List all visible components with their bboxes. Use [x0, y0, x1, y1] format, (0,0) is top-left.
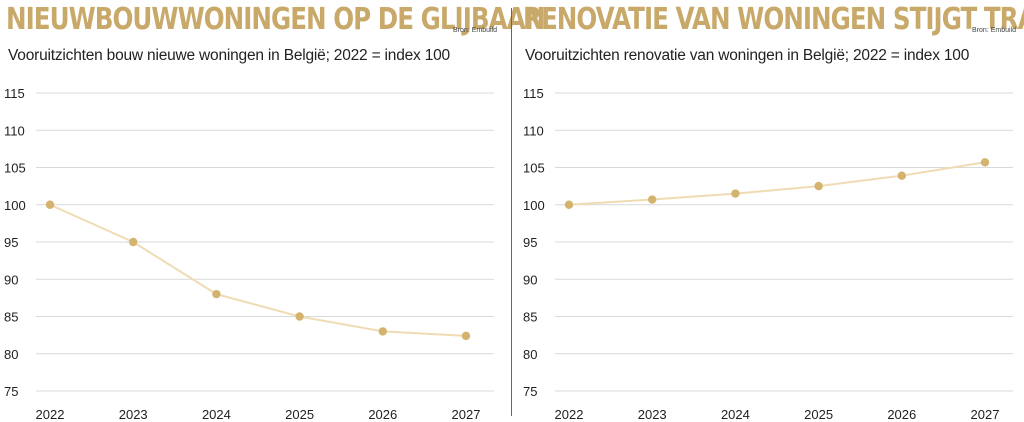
x-tick-label: 2022 [555, 407, 584, 422]
data-point [731, 189, 740, 198]
x-tick-label: 2023 [119, 407, 148, 422]
chart-panel-left: NIEUWBOUWWONINGEN OP DE GLIJBAAN Bron: E… [0, 0, 545, 422]
data-point [295, 312, 304, 321]
y-tick-label: 85 [4, 310, 18, 325]
x-tick-label: 2026 [887, 407, 916, 422]
y-tick-label: 75 [523, 384, 537, 399]
y-tick-label: 115 [523, 86, 544, 101]
data-point [564, 200, 574, 209]
y-tick-label: 110 [4, 123, 25, 138]
x-tick-label: 2025 [285, 407, 314, 422]
y-tick-label: 80 [523, 347, 537, 362]
y-tick-label: 90 [4, 272, 18, 287]
x-tick-label: 2026 [368, 407, 397, 422]
chart-title: NIEUWBOUWWONINGEN OP DE GLIJBAAN [6, 2, 545, 37]
y-tick-label: 115 [4, 86, 25, 101]
chart-subtitle: Vooruitzichten renovatie van woningen in… [525, 47, 970, 64]
y-tick-label: 80 [4, 347, 18, 362]
x-tick-label: 2022 [36, 407, 65, 422]
x-tick-label: 2027 [971, 407, 1000, 422]
chart-source: Bron: Embuild [972, 27, 1016, 34]
x-tick-label: 2025 [804, 407, 833, 422]
data-point [648, 195, 657, 204]
chart-panel-right: RENOVATIE VAN WONINGEN STIJGT TRAAG Bron… [519, 0, 1024, 422]
line-chart-new-construction: 75 80 85 90 95 100 105 110 115 2022 2023 2024 2025 20… [4, 86, 494, 422]
y-tick-label: 90 [523, 272, 537, 287]
data-point [378, 327, 387, 336]
y-tick-label: 85 [523, 310, 537, 325]
panel-divider [511, 8, 512, 416]
data-point [212, 289, 221, 299]
y-tick-label: 105 [523, 161, 545, 176]
y-tick-label: 105 [4, 161, 26, 176]
line-chart-renovation: 75 80 85 90 95 100 105 110 115 2022 2023 2024 2025 20… [523, 86, 1013, 422]
x-tick-label: 2027 [452, 407, 481, 422]
y-tick-label: 75 [4, 384, 18, 399]
series-line [568, 161, 986, 206]
data-point [814, 181, 823, 191]
y-tick-label: 95 [4, 235, 18, 250]
chart-source: Bron: Embuild [453, 27, 497, 34]
series-line [49, 203, 467, 337]
data-point [461, 331, 471, 341]
data-point [129, 237, 138, 247]
y-tick-label: 100 [4, 198, 26, 213]
chart-title: RENOVATIE VAN WONINGEN STIJGT TRAAG [523, 2, 1024, 37]
y-tick-label: 110 [523, 123, 544, 138]
x-tick-label: 2024 [202, 407, 231, 422]
x-tick-label: 2023 [638, 407, 667, 422]
data-point [897, 171, 906, 180]
chart-subtitle: Vooruitzichten bouw nieuwe woningen in B… [8, 47, 450, 64]
data-point [980, 158, 990, 167]
x-tick-label: 2024 [721, 407, 750, 422]
data-point [45, 200, 55, 209]
y-tick-label: 95 [523, 235, 537, 250]
y-tick-label: 100 [523, 198, 545, 213]
